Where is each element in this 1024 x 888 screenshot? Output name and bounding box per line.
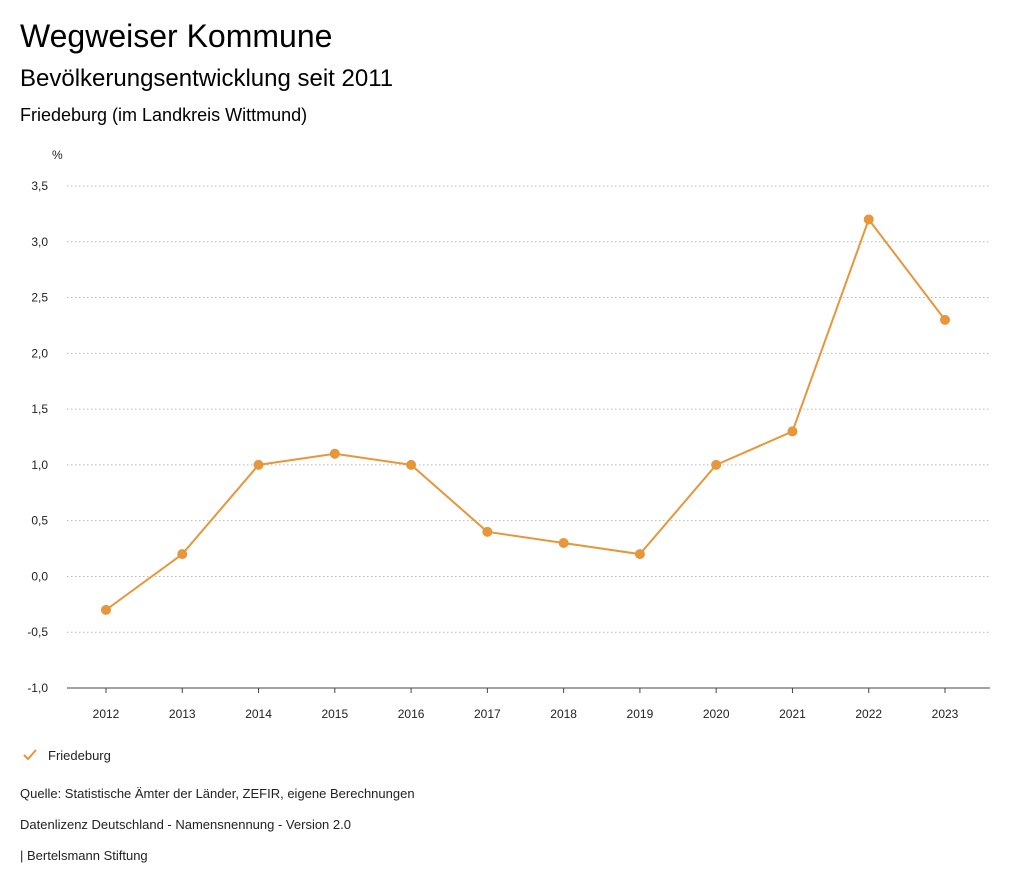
x-tick-label: 2022 <box>855 707 882 721</box>
x-tick-label: 2013 <box>169 707 196 721</box>
y-tick-label: 2,5 <box>31 291 48 305</box>
y-tick-label: 3,0 <box>31 235 48 249</box>
x-tick-label: 2018 <box>550 707 577 721</box>
axes <box>67 687 990 693</box>
data-point[interactable] <box>406 459 417 470</box>
data-point[interactable] <box>558 537 569 548</box>
y-tick-label: 0,0 <box>31 569 48 583</box>
line-chart: % -1,0-0,50,00,51,01,52,02,53,03,5 2012 2… <box>27 148 990 721</box>
x-tick-label: 2021 <box>779 707 806 721</box>
license-note: Datenlizenz Deutschland - Namensnennung … <box>20 817 351 832</box>
x-tick-label: 2014 <box>245 707 272 721</box>
y-tick-label: -0,5 <box>27 625 48 639</box>
publisher-note: | Bertelsmann Stiftung <box>20 848 148 863</box>
x-tick-label: 2023 <box>932 707 959 721</box>
y-tick-labels: -1,0 -0,5 0,0 0,5 1,0 1,5 2,0 2,5 3,0 3,5 <box>27 179 48 695</box>
x-tick-labels: 2012 2013 2014 2015 2016 2017 2018 2019 2020 2021… <box>93 707 959 721</box>
x-tick-label: 2015 <box>321 707 348 721</box>
data-point[interactable] <box>711 459 722 470</box>
y-axis-unit-label: % <box>52 148 63 162</box>
chart-subtitle: Bevölkerungsentwicklung seit 2011 <box>20 65 394 92</box>
source-note: Quelle: Statistische Ämter der Länder, Z… <box>20 786 415 801</box>
data-point[interactable] <box>329 448 340 459</box>
y-tick-label: 2,0 <box>31 346 48 360</box>
data-point[interactable] <box>940 314 950 325</box>
page-title: Wegweiser Kommune <box>20 18 333 54</box>
data-point[interactable] <box>253 459 264 470</box>
x-tick-label: 2020 <box>703 707 730 721</box>
x-tick-label: 2019 <box>627 707 654 721</box>
data-point[interactable] <box>482 526 493 537</box>
data-point[interactable] <box>101 604 111 615</box>
grid-lines <box>67 185 990 633</box>
series-friedeburg <box>101 214 950 615</box>
series-line <box>105 218 946 611</box>
data-point[interactable] <box>177 549 188 560</box>
data-point[interactable] <box>787 426 798 437</box>
x-tick-label: 2016 <box>398 707 425 721</box>
legend[interactable]: Friedeburg <box>20 744 111 766</box>
x-tick-label: 2017 <box>474 707 501 721</box>
y-tick-label: 1,0 <box>31 458 48 472</box>
checkmark-icon <box>23 749 37 761</box>
x-tick-label: 2012 <box>93 707 120 721</box>
data-point[interactable] <box>634 549 645 560</box>
region-name: Friedeburg (im Landkreis Wittmund) <box>20 105 308 125</box>
y-tick-label: 0,5 <box>31 514 48 528</box>
legend-item-friedeburg: Friedeburg <box>48 747 111 763</box>
y-tick-label: -1,0 <box>27 681 48 695</box>
y-tick-label: 1,5 <box>31 402 48 416</box>
data-point[interactable] <box>863 214 874 225</box>
y-tick-label: 3,5 <box>31 179 48 193</box>
